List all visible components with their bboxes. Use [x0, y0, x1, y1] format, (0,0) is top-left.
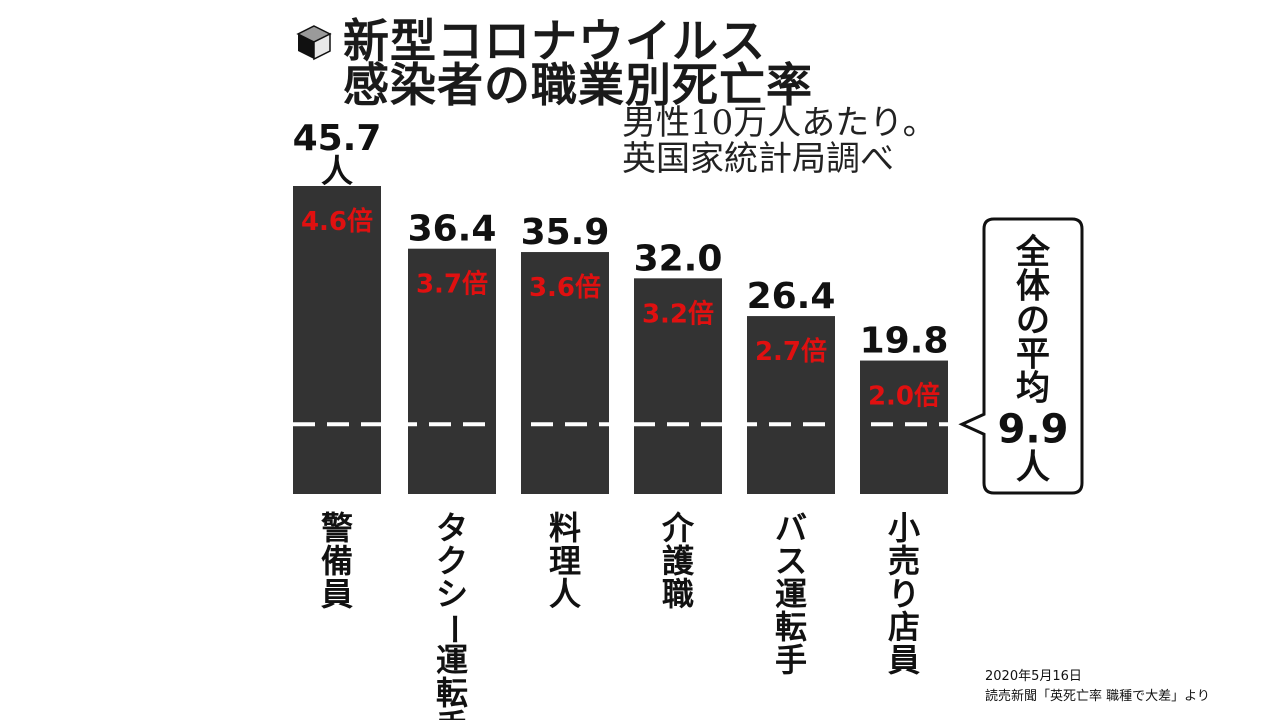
bar-ratio-label: 2.0倍: [868, 381, 940, 412]
bar: [634, 278, 722, 494]
category-label-char: ス: [775, 542, 807, 580]
bar-ratio-label: 4.6倍: [301, 206, 373, 237]
title-line-1: 新型コロナウイルス: [295, 18, 766, 68]
subtitle-line-2: 英国家統計局調べ: [622, 139, 894, 179]
bar-ratio-label: 3.2倍: [642, 298, 714, 329]
average-label-char: 体: [1016, 267, 1050, 307]
category-label-char: 人: [549, 575, 581, 613]
category-label-char: 護: [662, 542, 695, 580]
category-label-char: 警: [321, 509, 353, 547]
category-label-char: 介: [661, 509, 695, 547]
category-label-char: 理: [549, 542, 581, 580]
bar-value-label: 26.4: [747, 276, 836, 317]
bar-value-label: 19.8: [860, 321, 949, 362]
category-label-char: り: [888, 575, 920, 613]
bar: [521, 252, 609, 494]
category-label-char: 員: [321, 575, 353, 613]
category-label-char: 手: [775, 641, 807, 679]
average-value: 9.9: [998, 406, 1069, 452]
category-label-char: 転: [775, 608, 807, 646]
category-label-char: 店: [888, 608, 920, 646]
source-citation: 読売新聞「英死亡率 職種で大差」より: [985, 689, 1210, 704]
category-label-char: 料: [549, 509, 581, 547]
average-label-char: 全: [1015, 233, 1051, 273]
bar: [860, 360, 948, 494]
average-label-char: 均: [1016, 369, 1050, 409]
category-label-char: 備: [321, 542, 353, 580]
category-label-char: ー: [435, 613, 473, 645]
bar: [747, 316, 835, 494]
category-label-char: 運: [775, 575, 807, 613]
category-label-char: シ: [436, 575, 468, 613]
bar-ratio-label: 3.6倍: [529, 272, 601, 303]
bar: [293, 186, 381, 494]
subtitle-line-1: 男性10万人あたり。: [622, 103, 937, 143]
bar-value-unit: 人: [321, 152, 353, 190]
title-line-2: 感染者の職業別死亡率: [343, 58, 813, 112]
category-label-char: 手: [436, 707, 468, 720]
category-label-char: 転: [436, 674, 468, 712]
bar-value-label: 35.9: [521, 212, 610, 253]
title-text-1: 新型コロナウイルス: [343, 14, 766, 68]
category-label-char: バ: [775, 509, 807, 547]
bar-value-label: 45.7: [293, 118, 382, 159]
category-label-char: 小: [888, 509, 920, 547]
category-label-char: 職: [662, 575, 694, 613]
bar-value-label: 32.0: [634, 238, 723, 279]
average-label-char: 平: [1016, 335, 1050, 375]
category-label-char: 員: [888, 641, 920, 679]
bar: [408, 248, 496, 494]
category-label-char: タ: [436, 509, 468, 547]
average-unit: 人: [1016, 447, 1050, 487]
cube-icon: [295, 22, 333, 68]
source-date: 2020年5月16日: [985, 669, 1082, 684]
bar-value-label: 36.4: [408, 209, 497, 250]
category-label-char: 運: [436, 641, 468, 679]
category-label-char: 売: [888, 542, 920, 580]
average-callout-box: [958, 217, 1084, 495]
category-label-char: ク: [436, 542, 468, 580]
average-label-char: の: [1016, 301, 1050, 341]
bar-ratio-label: 3.7倍: [416, 269, 488, 300]
bar-ratio-label: 2.7倍: [755, 336, 827, 367]
